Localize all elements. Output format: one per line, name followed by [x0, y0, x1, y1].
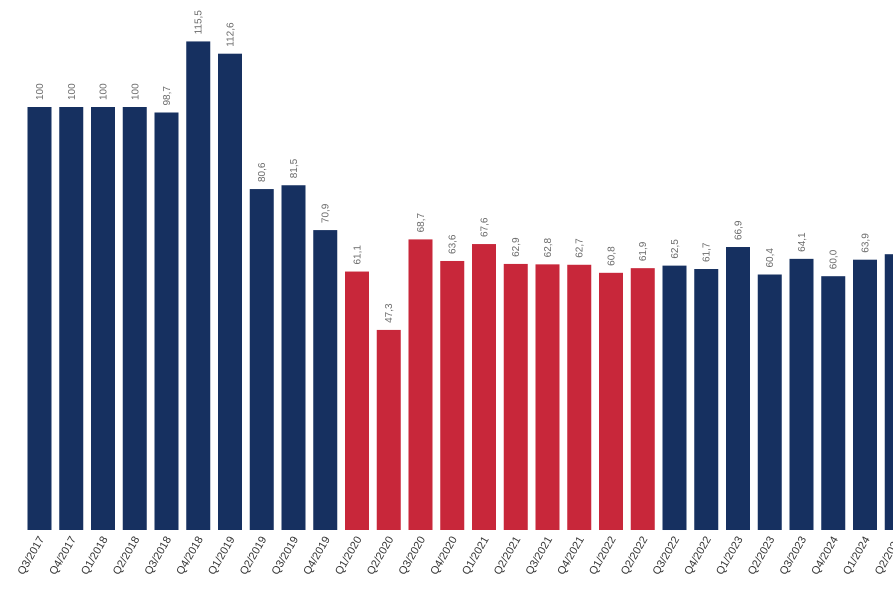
data-label: 61,1: [353, 245, 364, 265]
x-tick-label: Q4/2018: [174, 535, 205, 578]
bar-q1-2022: [599, 272, 623, 530]
data-label: 64,1: [797, 232, 808, 252]
data-label: 115,5: [194, 10, 205, 35]
x-tick-label: Q1/2020: [333, 535, 364, 578]
x-tick-label: Q3/2021: [524, 535, 555, 578]
x-tick-label: Q1/2024: [841, 535, 872, 578]
x-tick-label: Q2/2019: [238, 535, 269, 578]
bar-q2-2018: [122, 107, 147, 530]
data-label: 62,8: [543, 237, 554, 257]
data-labels-group: 100 100 100 100 98,7 115,5 112,6 80,6 81,5 70,9 61…: [35, 10, 893, 323]
x-tick-label: Q4/2020: [428, 535, 459, 578]
data-label: 100: [35, 83, 46, 100]
data-label: 63,9: [861, 233, 872, 253]
data-label: 98,7: [162, 86, 173, 106]
bar-q4-2022: [694, 269, 719, 530]
bar-q2-2023: [757, 274, 782, 530]
x-tick-label: Q3/2023: [778, 535, 809, 578]
data-label: 61,9: [638, 241, 649, 261]
bars-group: [27, 41, 893, 531]
x-tick-label: Q3/2017: [16, 535, 47, 578]
data-label: 62,9: [511, 237, 522, 257]
x-tick-label: Q2/2021: [492, 535, 523, 578]
data-label: 47,3: [384, 303, 395, 323]
data-label: 60,0: [829, 249, 840, 269]
data-label: 63,6: [448, 234, 459, 254]
bar-q4-2021: [567, 264, 592, 530]
x-tick-label: Q4/2017: [47, 535, 78, 578]
x-axis-tick-labels: Q3/2017 Q4/2017 Q1/2018 Q2/2018 Q3/2018 Q4/20…: [16, 535, 893, 578]
bar-q3-2022: [662, 265, 687, 531]
x-tick-label: Q3/2018: [143, 535, 174, 578]
bar-q4-2018: [186, 41, 211, 531]
bar-q4-2019: [313, 230, 338, 530]
data-label: 62,5: [670, 239, 681, 259]
bar-q2-2022: [630, 268, 655, 530]
x-tick-label: Q2/2018: [111, 535, 142, 578]
x-tick-label: Q1/2023: [714, 535, 745, 578]
data-label: 81,5: [289, 158, 300, 178]
data-label: 62,7: [575, 238, 586, 258]
x-tick-label: Q2/2020: [365, 535, 396, 578]
bar-q3-2019: [281, 185, 306, 530]
data-label: 100: [67, 83, 78, 100]
bar-q3-2017: [27, 107, 52, 530]
x-tick-label: Q1/2022: [587, 535, 618, 578]
bar-q1-2020: [345, 271, 369, 530]
bar-q1-2021: [472, 244, 496, 531]
bar-q1-2023: [726, 247, 750, 530]
bar-q2-2019: [249, 189, 274, 530]
data-label: 68,7: [416, 212, 427, 232]
data-label: 67,6: [480, 217, 491, 237]
bar-q2-2024: [884, 254, 893, 530]
bar-q2-2021: [503, 263, 528, 530]
data-label: 70,9: [321, 203, 332, 223]
bar-q1-2019: [218, 53, 242, 530]
bar-q1-2018: [91, 107, 115, 530]
x-tick-label: Q2/2024: [873, 535, 893, 578]
x-tick-label: Q1/2018: [79, 535, 110, 578]
x-tick-label: Q2/2023: [746, 535, 777, 578]
x-tick-label: Q4/2019: [301, 535, 332, 578]
x-tick-label: Q4/2022: [682, 535, 713, 578]
x-tick-label: Q2/2022: [619, 535, 650, 578]
bar-q4-2024: [821, 276, 846, 530]
bar-q3-2020: [408, 239, 433, 530]
data-label: 112,6: [226, 22, 237, 47]
x-tick-label: Q1/2019: [206, 535, 237, 578]
data-label: 100: [99, 83, 110, 100]
data-label: 61,7: [702, 242, 713, 262]
x-tick-label: Q3/2022: [651, 535, 682, 578]
bar-q4-2017: [59, 107, 84, 530]
bar-q1-2024: [853, 259, 877, 530]
data-label: 60,8: [607, 246, 618, 266]
x-tick-label: Q3/2019: [270, 535, 301, 578]
bar-q3-2023: [789, 258, 814, 530]
bar-q3-2018: [154, 112, 179, 530]
x-tick-label: Q4/2024: [809, 535, 840, 578]
data-label: 66,9: [734, 220, 745, 240]
x-tick-label: Q1/2021: [460, 535, 491, 578]
data-label: 100: [130, 83, 141, 100]
bar-q3-2021: [535, 264, 560, 530]
bar-q2-2020: [376, 329, 401, 530]
bar-q4-2020: [440, 260, 465, 530]
x-tick-label: Q4/2021: [555, 535, 586, 578]
x-tick-label: Q3/2020: [397, 535, 428, 578]
data-label: 80,6: [257, 162, 268, 182]
data-label: 60,4: [765, 248, 776, 268]
